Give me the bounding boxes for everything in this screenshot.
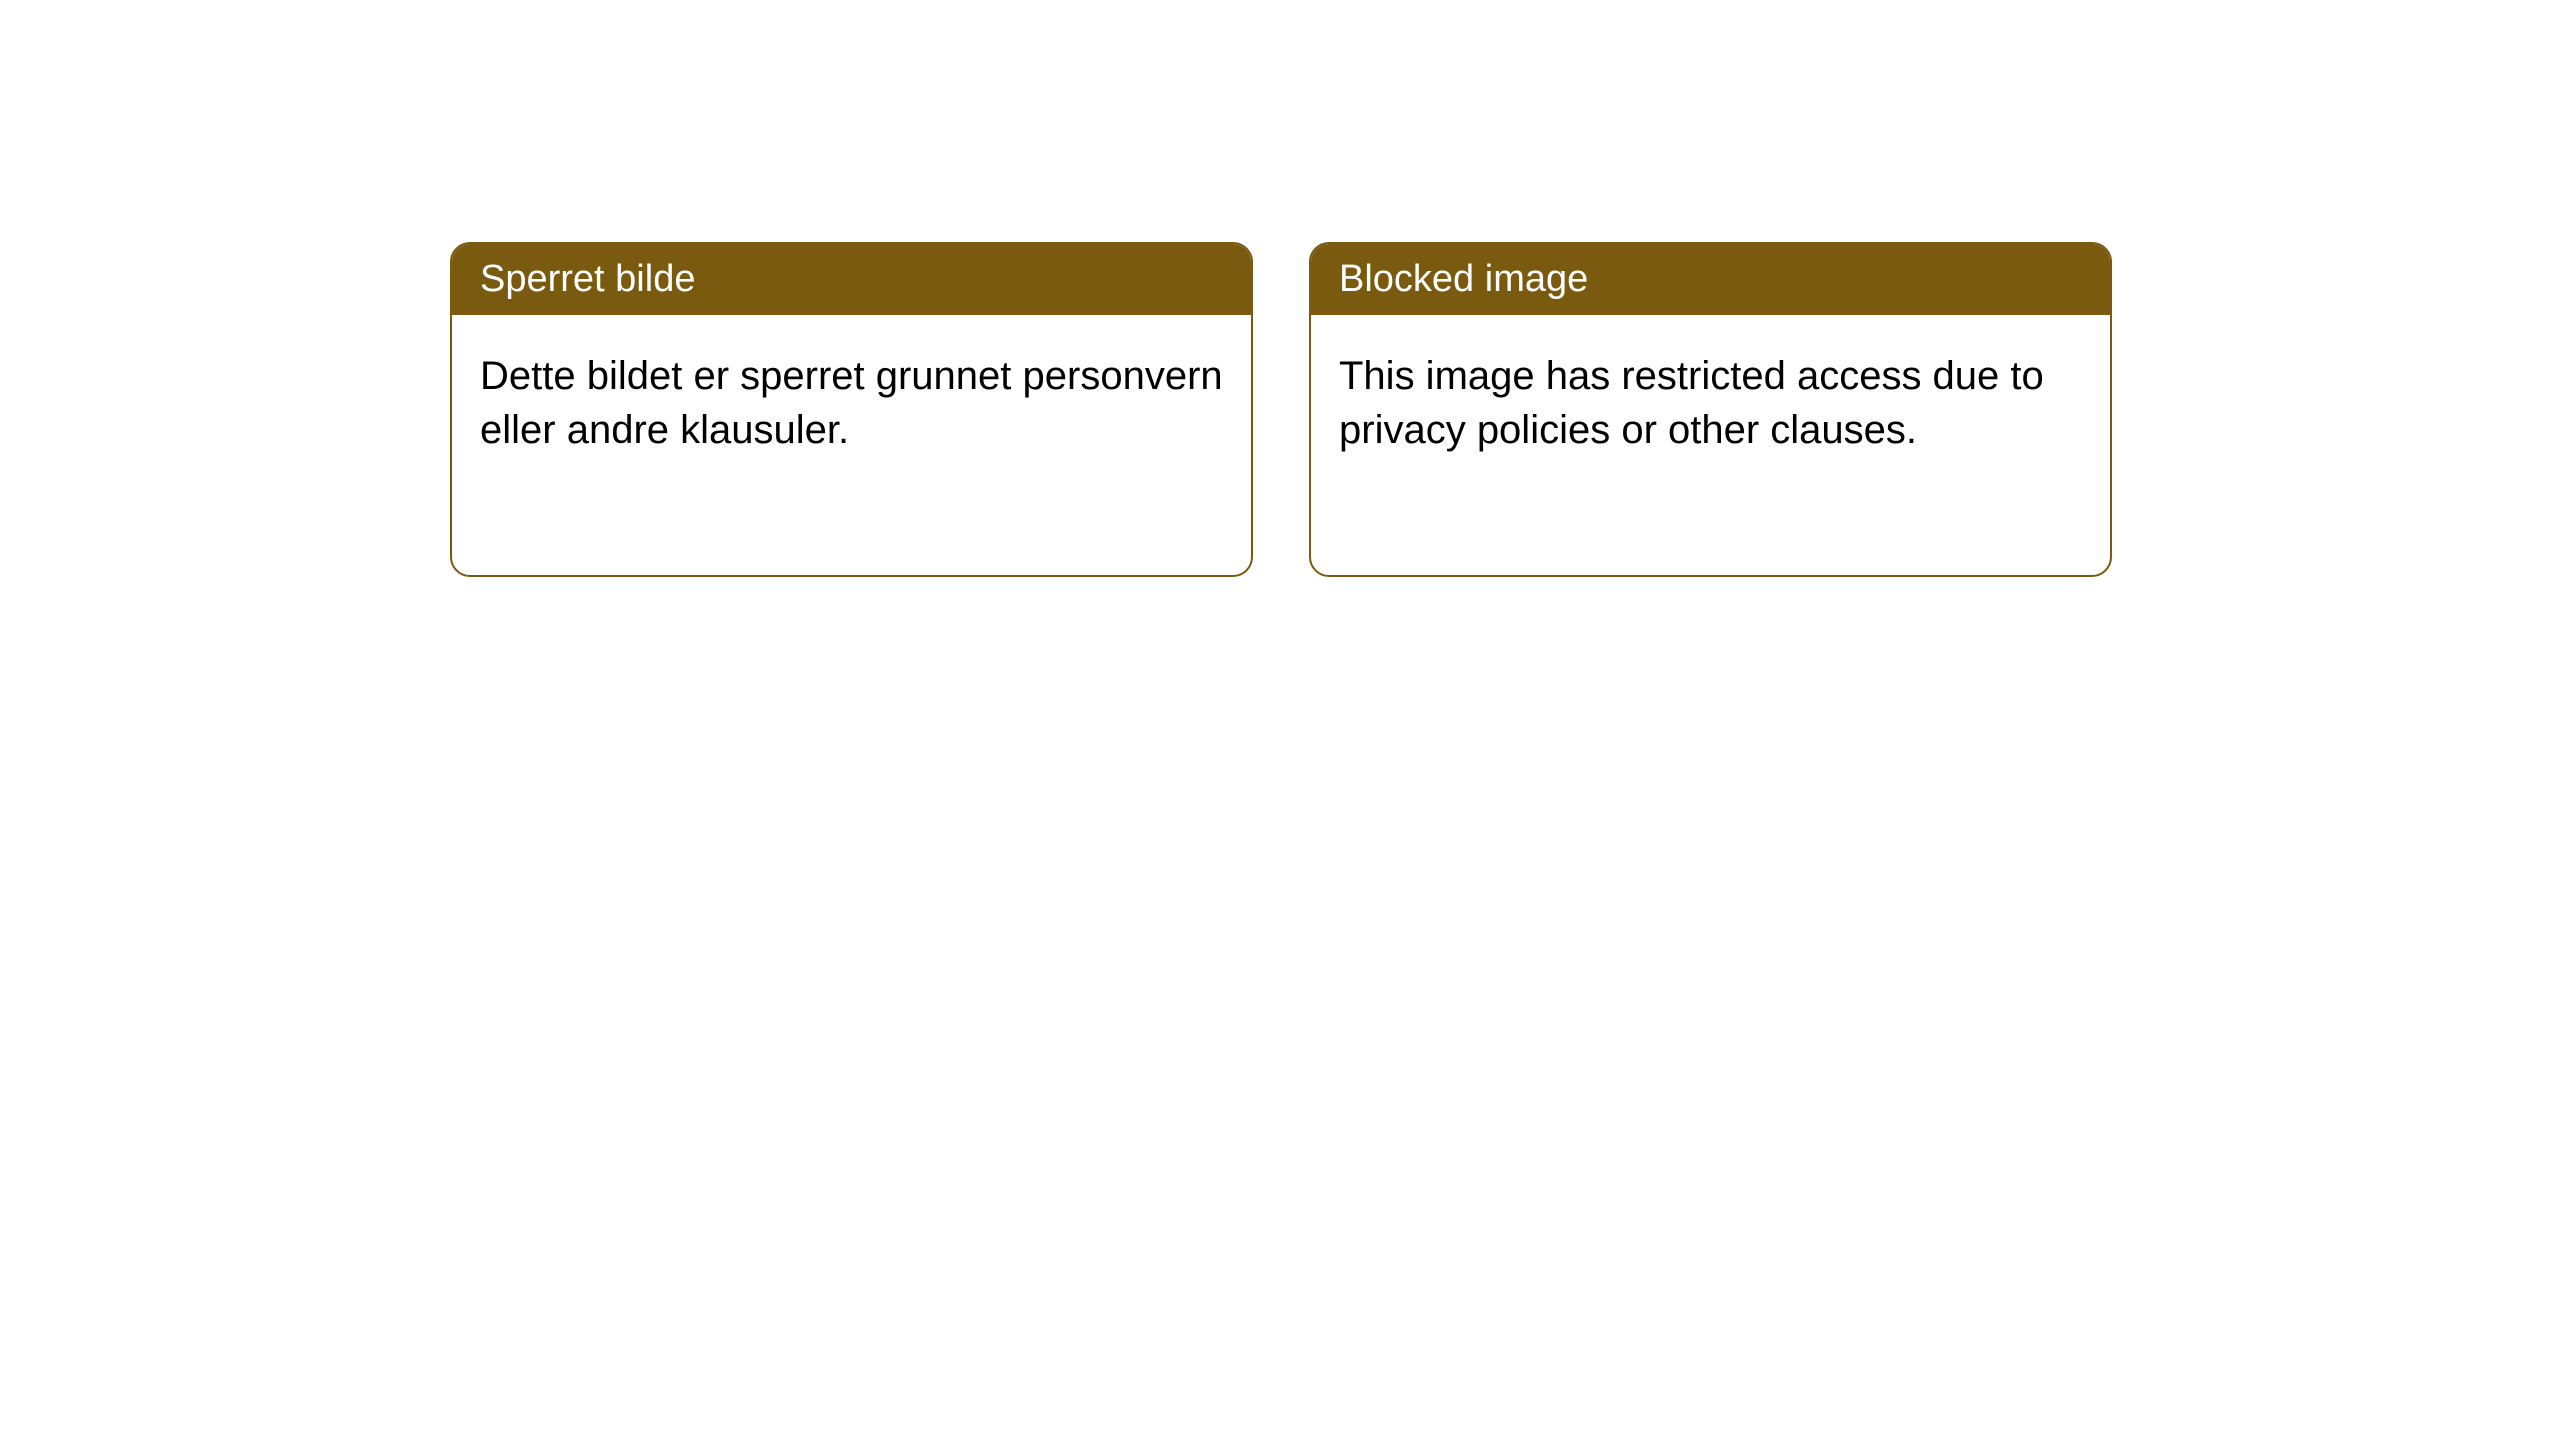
notice-card-english: Blocked image This image has restricted …: [1309, 242, 2112, 577]
notice-body-english: This image has restricted access due to …: [1311, 315, 2110, 491]
notice-cards-container: Sperret bilde Dette bildet er sperret gr…: [450, 242, 2560, 577]
notice-header-text: Blocked image: [1339, 258, 1588, 300]
notice-card-norwegian: Sperret bilde Dette bildet er sperret gr…: [450, 242, 1253, 577]
notice-header-english: Blocked image: [1311, 244, 2110, 315]
notice-header-text: Sperret bilde: [480, 258, 695, 300]
notice-header-norwegian: Sperret bilde: [452, 244, 1251, 315]
notice-body-norwegian: Dette bildet er sperret grunnet personve…: [452, 315, 1251, 491]
notice-body-text: Dette bildet er sperret grunnet personve…: [480, 354, 1223, 452]
notice-body-text: This image has restricted access due to …: [1339, 354, 2044, 452]
